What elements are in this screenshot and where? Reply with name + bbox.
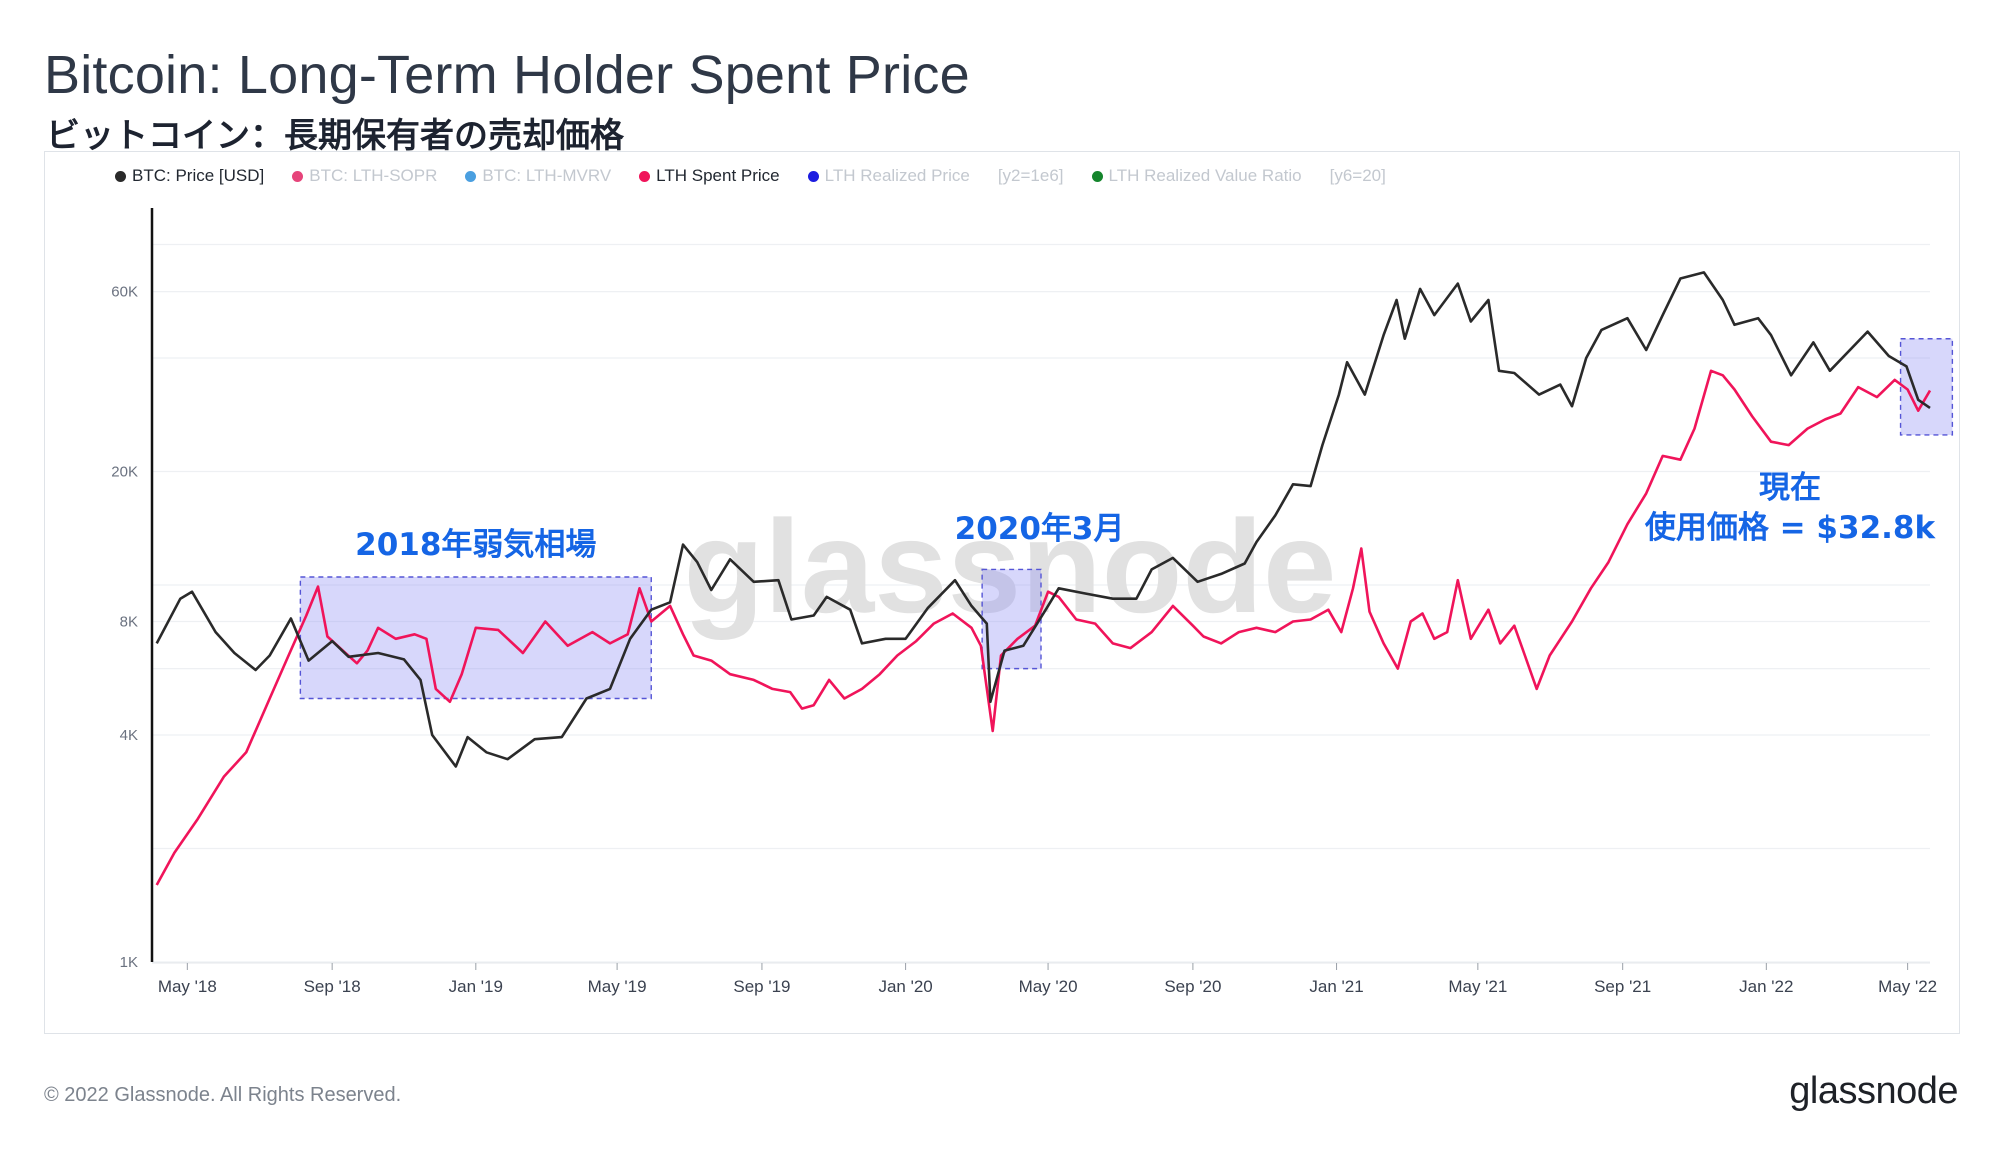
highlight-region	[1899, 338, 1954, 436]
x-tick-label: Jan '21	[1309, 977, 1363, 996]
x-tick-label: May '18	[158, 977, 217, 996]
x-tick-label: May '22	[1878, 977, 1937, 996]
x-tick-label: May '21	[1448, 977, 1507, 996]
x-tick-label: May '20	[1019, 977, 1078, 996]
legend-item-lth-realized-price[interactable]: LTH Realized Price	[807, 166, 970, 186]
watermark-text: glassnode	[684, 493, 1337, 640]
x-tick-label: Sep '21	[1594, 977, 1651, 996]
legend-item-lth-sopr[interactable]: BTC: LTH-SOPR	[292, 166, 437, 186]
annotation-current-line1: 現在	[1759, 470, 1821, 506]
legend-axis-note: [y2=1e6]	[997, 166, 1064, 185]
legend-dot-icon	[1091, 170, 1103, 182]
chart-container	[44, 151, 1960, 1034]
legend-axis-note: [y6=20]	[1329, 166, 1386, 185]
series-line-btc-price-usd	[155, 271, 1931, 768]
legend-item-lth-mvrv[interactable]: BTC: LTH-MVRV	[465, 166, 611, 186]
legend-item-lth-realized-value-ratio[interactable]: LTH Realized Value Ratio	[1091, 166, 1302, 186]
x-tick-label: Jan '20	[878, 977, 932, 996]
y-tick-label: 4K	[120, 727, 138, 744]
y-tick-label: 60K	[111, 284, 138, 301]
legend-dot-icon	[115, 170, 126, 182]
legend-dot-icon	[465, 170, 477, 182]
legend-item-btc-price[interactable]: BTC: Price [USD]	[115, 166, 264, 186]
legend-dot-icon	[807, 170, 819, 182]
highlight-region	[981, 568, 1042, 670]
x-tick-label: Jan '22	[1739, 977, 1793, 996]
x-tick-label: Sep '18	[304, 977, 361, 996]
legend-dot-icon	[639, 170, 651, 182]
chart-legend: BTC: Price [USD] BTC: LTH-SOPR BTC: LTH-…	[115, 166, 1414, 186]
x-tick-label: May '19	[588, 977, 647, 996]
y-tick-label: 8K	[120, 614, 138, 631]
annotation-current-spent-price: 現在 使用価格 = $32.8k	[1620, 468, 1960, 548]
highlight-region	[299, 576, 652, 700]
page-title: Bitcoin: Long-Term Holder Spent Price	[44, 45, 970, 105]
series-line-lth-spent-price	[155, 369, 1932, 886]
x-tick-label: Jan '19	[449, 977, 503, 996]
brand-logo: glassnode	[1789, 1070, 1958, 1112]
y-tick-label: 20K	[111, 464, 138, 481]
annotation-march-2020: 2020年3月	[954, 511, 1125, 548]
annotation-current-line2: 使用価格 = $32.8k	[1644, 510, 1936, 546]
y-tick-label: 1K	[120, 954, 138, 971]
annotation-bear-2018: 2018年弱気相場	[355, 527, 597, 563]
x-tick-label: Sep '20	[1164, 977, 1221, 996]
copyright-text: © 2022 Glassnode. All Rights Reserved.	[44, 1084, 402, 1106]
legend-dot-icon	[292, 170, 304, 182]
page-subtitle: ビットコイン：長期保有者の売却価格	[46, 116, 624, 156]
legend-item-lth-spent-price[interactable]: LTH Spent Price	[639, 166, 780, 186]
x-tick-label: Sep '19	[733, 977, 790, 996]
